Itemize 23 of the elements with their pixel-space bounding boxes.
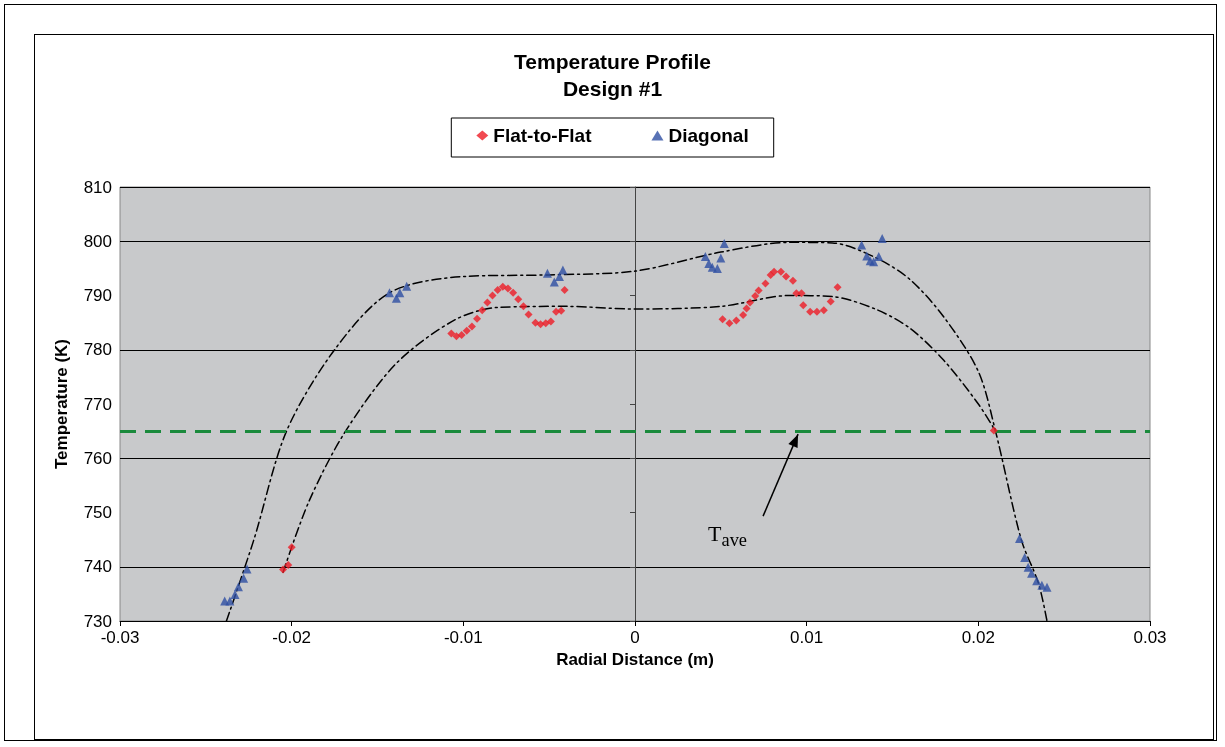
y-tick-label: 760 bbox=[83, 448, 112, 468]
x-tick-label: -0.01 bbox=[443, 628, 483, 647]
chart-subtitle: Design #1 bbox=[562, 77, 663, 100]
y-tick-label: 770 bbox=[83, 394, 112, 414]
x-tick-label: 0 bbox=[630, 628, 640, 647]
x-tick-label: 0.03 bbox=[1133, 628, 1167, 647]
x-axis-title: Radial Distance (m) bbox=[556, 650, 714, 669]
y-tick-label: 800 bbox=[83, 231, 112, 251]
x-tick-label: 0.02 bbox=[961, 628, 995, 647]
chart-title: Temperature Profile bbox=[514, 50, 711, 73]
annotation: T$_{ave}$ bbox=[708, 521, 747, 552]
y-tick-label: 730 bbox=[83, 611, 112, 631]
y-tick-label: 740 bbox=[83, 557, 112, 577]
x-tick-label: -0.03 bbox=[100, 628, 140, 647]
y-tick-label: 780 bbox=[83, 340, 112, 360]
y-tick-label: 790 bbox=[83, 286, 112, 305]
y-axis-title: Temperature (K) bbox=[52, 338, 71, 470]
legend-label: Diagonal bbox=[668, 125, 749, 146]
y-tick-label: 810 bbox=[83, 177, 112, 197]
x-tick-label: -0.02 bbox=[272, 628, 312, 647]
legend-label: Flat-to-Flat bbox=[493, 125, 593, 146]
x-tick-label: 0.01 bbox=[790, 628, 824, 647]
y-tick-label: 750 bbox=[83, 503, 112, 522]
